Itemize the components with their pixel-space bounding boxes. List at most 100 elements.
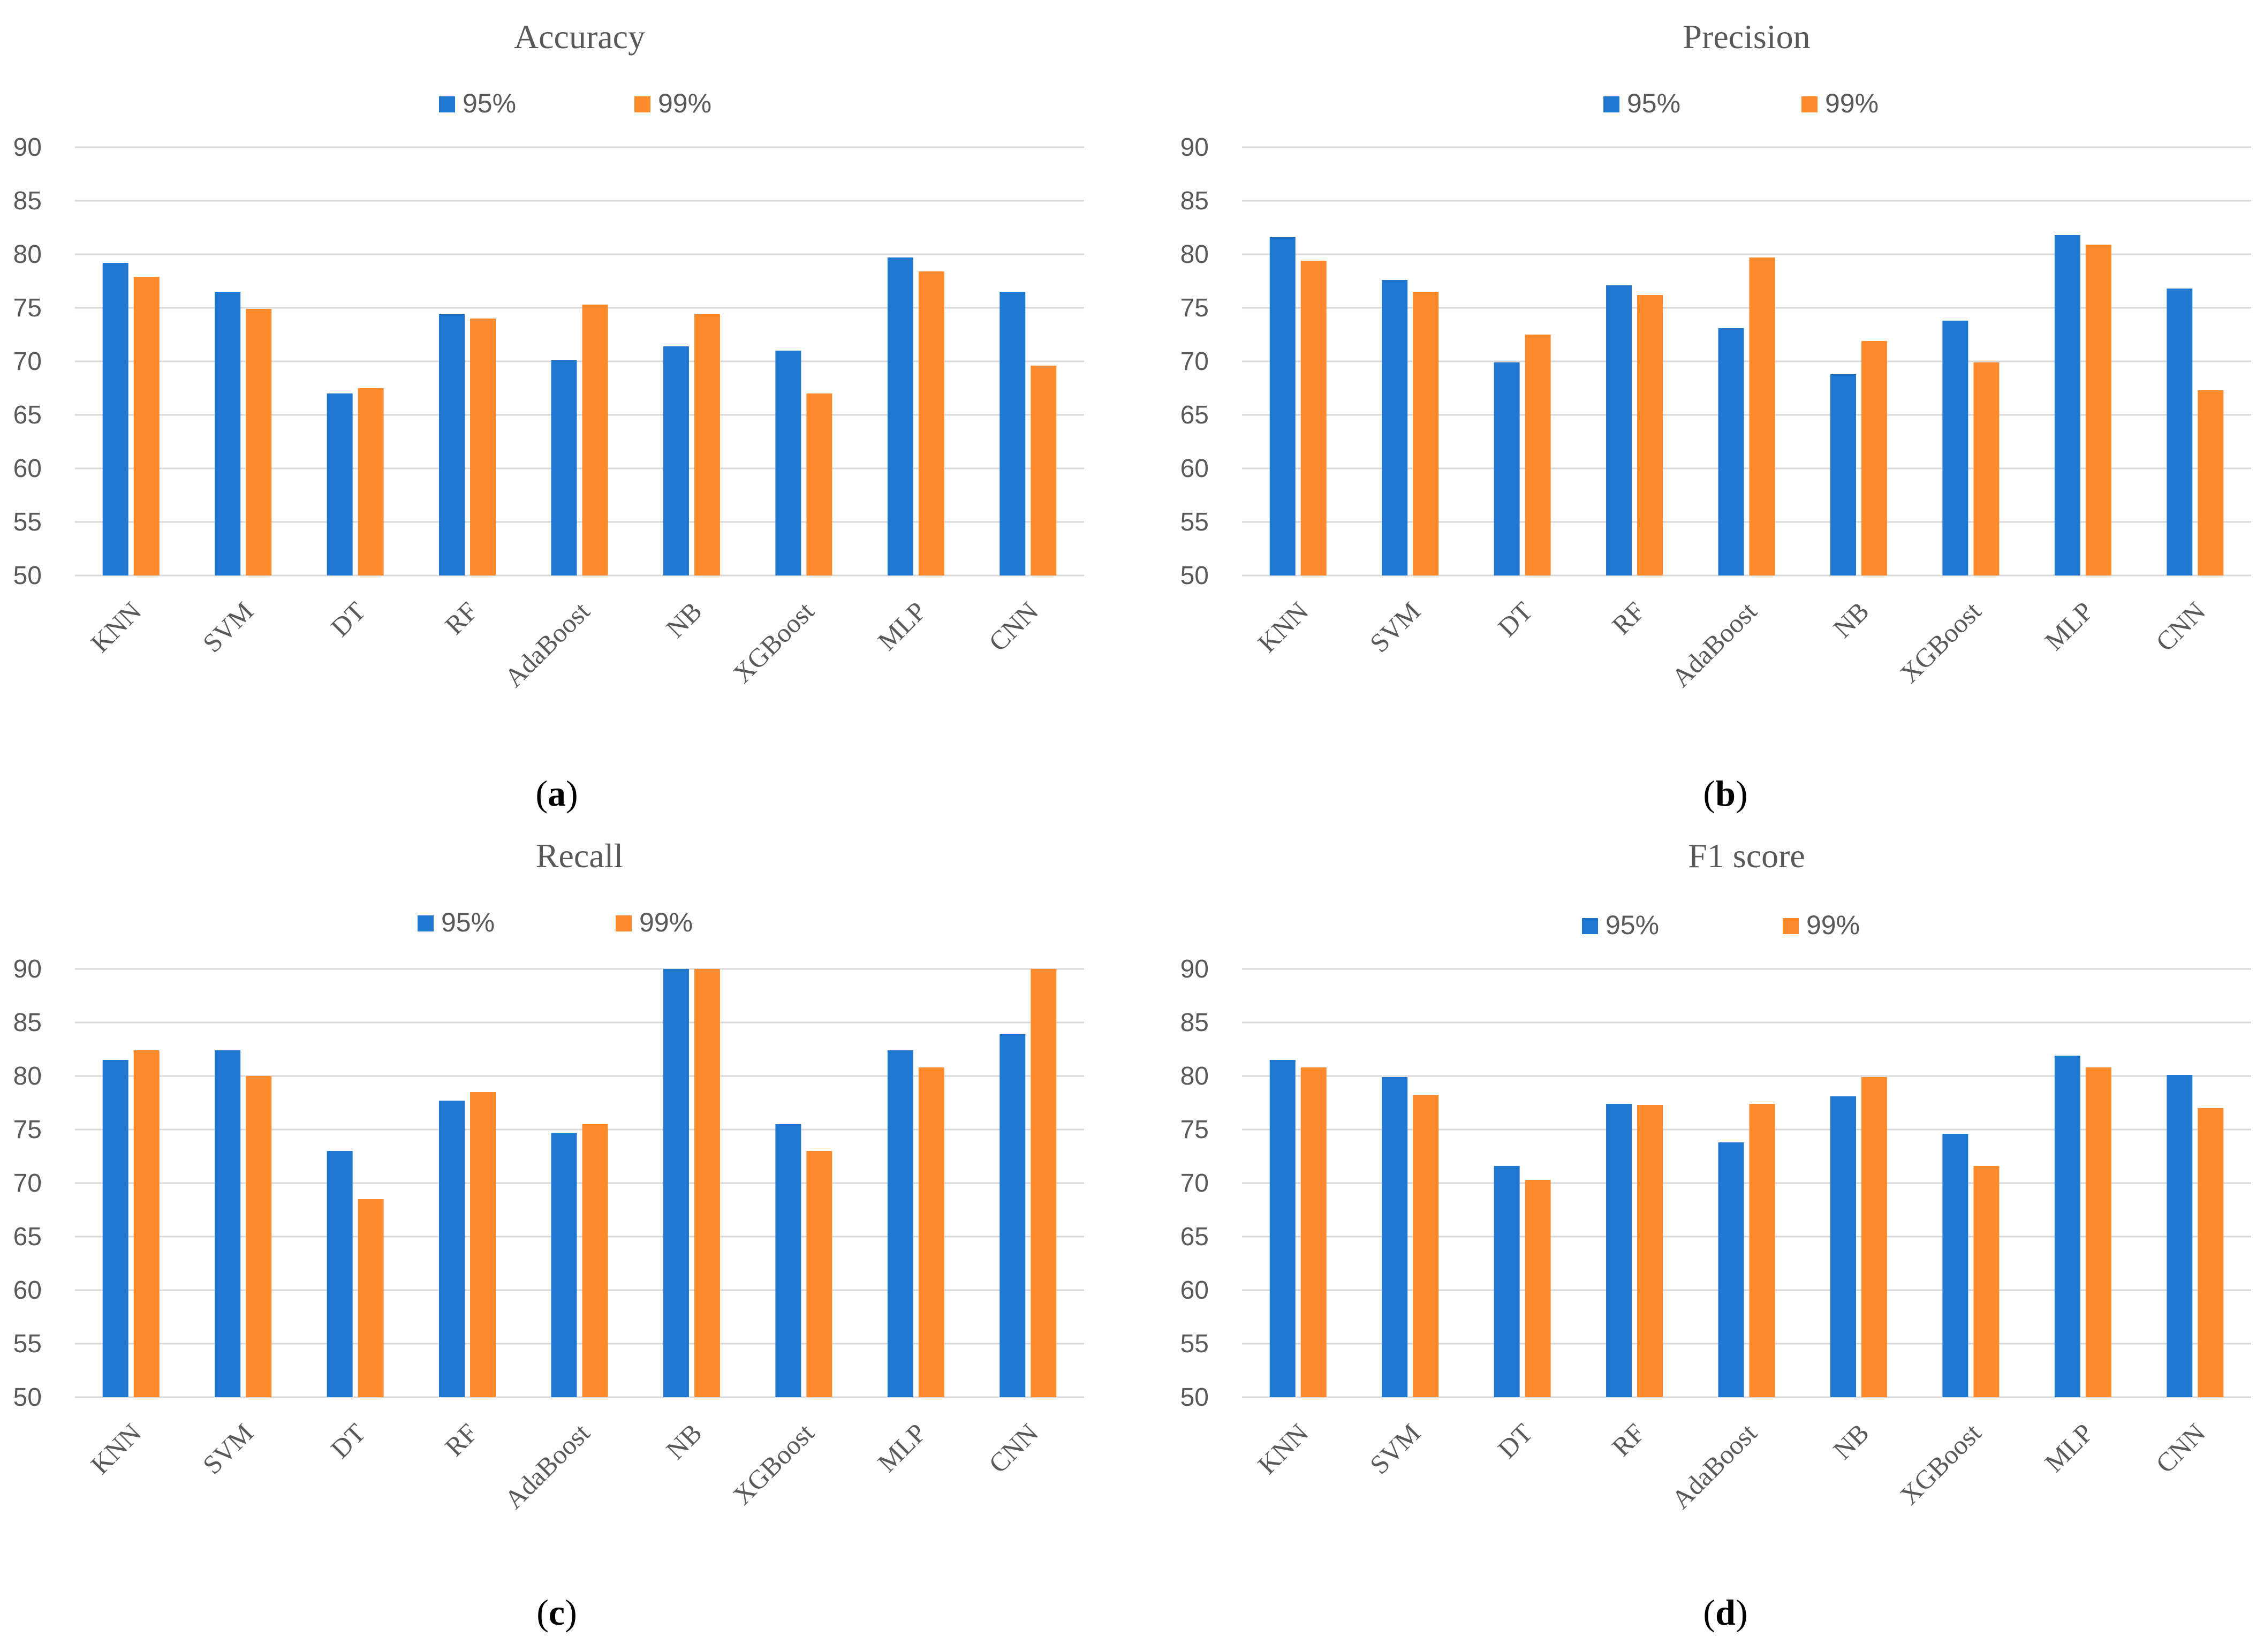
legend-label: 95% xyxy=(441,907,495,937)
x-tick-label: DT xyxy=(1492,596,1539,642)
x-tick-label: NB xyxy=(1827,596,1875,643)
bar-nb-95pct xyxy=(1830,1096,1856,1397)
bar-xgboost-99pct xyxy=(806,393,832,575)
chart-panel-d: F1 score 50 55 60 65 70 75 80 85 90 KNN SVM DT RF AdaB… xyxy=(1180,837,2251,1633)
x-tick-label: SVM xyxy=(1364,596,1426,658)
bar-adaboost-95pct xyxy=(1718,1142,1744,1397)
bar-knn-99pct xyxy=(1300,261,1327,575)
x-tick-label: MLP xyxy=(2039,596,2099,656)
bar-nb-99pct xyxy=(694,969,720,1397)
panel-caption: (a) xyxy=(535,773,578,814)
bar-svm-99pct xyxy=(246,1076,272,1397)
bar-nb-99pct xyxy=(694,314,720,575)
bar-nb-99pct xyxy=(1861,341,1887,575)
panel-caption: (c) xyxy=(536,1592,577,1633)
bar-dt-99pct xyxy=(1525,1180,1551,1397)
x-tick-label: XGBoost xyxy=(1894,1418,1987,1510)
y-tick-label: 60 xyxy=(1180,454,1209,483)
bar-adaboost-99pct xyxy=(1749,257,1775,575)
y-tick-label: 50 xyxy=(1180,1383,1209,1412)
bar-xgboost-95pct xyxy=(1942,1134,1968,1397)
panel-caption-letter: c xyxy=(549,1592,565,1633)
bar-rf-99pct xyxy=(470,319,496,575)
y-tick-label: 50 xyxy=(13,562,42,590)
y-tick-label: 55 xyxy=(13,508,42,536)
bar-xgboost-99pct xyxy=(1973,1166,2000,1397)
y-tick-label: 80 xyxy=(1180,240,1209,269)
x-tick-label: KNN xyxy=(1252,1418,1314,1480)
bar-adaboost-95pct xyxy=(551,1133,577,1397)
y-tick-label: 75 xyxy=(1180,1116,1209,1144)
bar-adaboost-99pct xyxy=(582,1124,608,1397)
x-tick-label: XGBoost xyxy=(727,596,820,688)
bar-mlp-95pct xyxy=(2054,1056,2080,1397)
y-tick-label: 85 xyxy=(13,187,42,215)
y-tick-label: 75 xyxy=(1180,294,1209,322)
y-tick-label: 85 xyxy=(1180,1009,1209,1037)
bar-dt-99pct xyxy=(358,388,384,575)
bar-knn-95pct xyxy=(102,263,128,575)
legend-label: 99% xyxy=(639,907,693,937)
bar-svm-95pct xyxy=(215,292,241,575)
legend-label: 95% xyxy=(1606,910,1659,940)
chart-title: Accuracy xyxy=(514,18,645,56)
x-tick-label: AdaBoost xyxy=(1665,596,1762,693)
y-tick-label: 65 xyxy=(1180,1223,1209,1251)
bar-mlp-99pct xyxy=(918,1067,944,1397)
y-tick-label: 85 xyxy=(13,1009,42,1037)
x-tick-label: SVM xyxy=(1364,1418,1426,1480)
bar-cnn-95pct xyxy=(1000,292,1026,575)
y-tick-label: 50 xyxy=(13,1383,42,1412)
bar-knn-99pct xyxy=(1300,1067,1327,1397)
y-tick-label: 70 xyxy=(13,347,42,376)
legend-label: 99% xyxy=(1806,910,1860,940)
bar-rf-95pct xyxy=(1606,285,1632,575)
x-tick-label: DT xyxy=(325,1418,372,1464)
legend-swatch xyxy=(1582,918,1598,934)
bar-svm-95pct xyxy=(215,1050,241,1397)
x-tick-label: SVM xyxy=(197,1418,259,1480)
bar-adaboost-99pct xyxy=(582,305,608,575)
chart-title: F1 score xyxy=(1688,837,1805,875)
bar-knn-99pct xyxy=(133,277,160,575)
y-tick-label: 75 xyxy=(13,294,42,322)
legend-label: 95% xyxy=(463,88,516,118)
bar-rf-99pct xyxy=(1637,1105,1663,1397)
x-tick-label: RF xyxy=(1606,596,1650,640)
bar-dt-99pct xyxy=(1525,335,1551,575)
bar-rf-95pct xyxy=(439,314,465,575)
x-tick-label: KNN xyxy=(85,596,147,658)
legend-swatch xyxy=(1603,96,1619,112)
panel-caption-letter: d xyxy=(1715,1592,1736,1633)
y-tick-label: 80 xyxy=(13,1062,42,1090)
x-tick-label: KNN xyxy=(1252,596,1314,658)
bar-cnn-95pct xyxy=(2167,289,2193,575)
bar-knn-95pct xyxy=(1269,1060,1296,1397)
bar-mlp-99pct xyxy=(2085,245,2111,575)
y-tick-label: 55 xyxy=(13,1330,42,1358)
panel-caption-letter: b xyxy=(1715,773,1736,814)
y-tick-label: 65 xyxy=(13,401,42,429)
bar-knn-95pct xyxy=(102,1060,128,1397)
legend-swatch xyxy=(1801,96,1818,112)
x-tick-label: CNN xyxy=(2150,1418,2211,1479)
x-tick-label: XGBoost xyxy=(1894,596,1987,688)
bar-adaboost-95pct xyxy=(551,360,577,575)
bar-dt-95pct xyxy=(1494,1166,1520,1397)
bar-nb-95pct xyxy=(663,969,689,1397)
y-tick-label: 70 xyxy=(13,1169,42,1198)
bar-dt-95pct xyxy=(1494,362,1520,575)
bar-svm-99pct xyxy=(1413,292,1439,575)
legend-swatch xyxy=(1783,918,1799,934)
bar-svm-95pct xyxy=(1382,1077,1408,1397)
y-tick-label: 80 xyxy=(13,240,42,269)
bar-adaboost-95pct xyxy=(1718,328,1744,575)
y-tick-label: 55 xyxy=(1180,508,1209,536)
bar-rf-95pct xyxy=(1606,1104,1632,1397)
x-tick-label: CNN xyxy=(983,596,1044,657)
bar-nb-99pct xyxy=(1861,1077,1887,1397)
chart-panel-c: Recall 50 55 60 65 70 75 80 85 90 KNN SVM DT RF AdaBoo… xyxy=(13,837,1084,1633)
bar-cnn-99pct xyxy=(1031,366,1057,575)
legend-label: 99% xyxy=(658,88,711,118)
